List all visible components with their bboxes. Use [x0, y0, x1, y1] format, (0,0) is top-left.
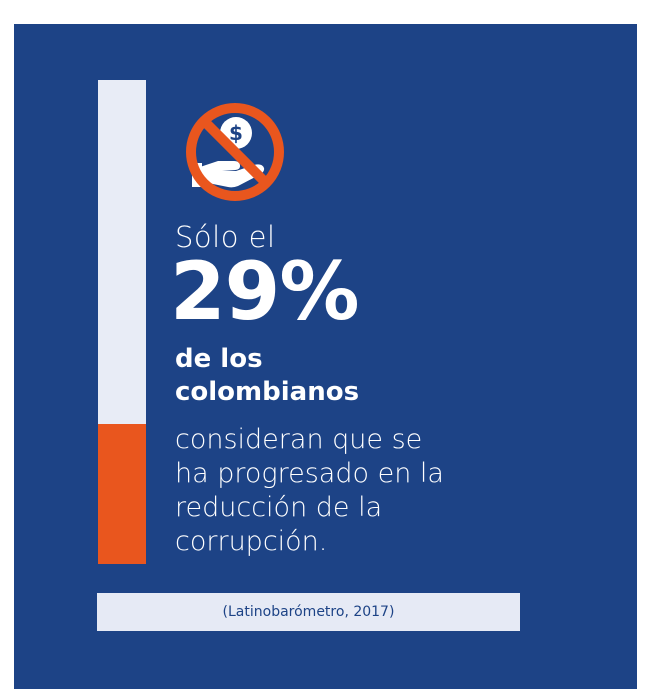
statement-line: corrupción.: [175, 526, 328, 557]
subject-text: de los colombianos: [175, 343, 359, 409]
statement-line: ha progresado en la: [175, 458, 444, 489]
percentage-value: 29%: [170, 245, 359, 338]
svg-text:$: $: [229, 121, 243, 145]
subject-line: colombianos: [175, 377, 360, 407]
percentage-bar: [98, 80, 146, 564]
percentage-bar-fill: [98, 423, 146, 564]
no-bribe-icon: $: [178, 95, 292, 209]
source-citation: (Latinobarómetro, 2017): [97, 593, 520, 631]
lead-text: Sólo el: [175, 220, 276, 254]
statement-text: consideran que se ha progresado en la re…: [175, 423, 444, 559]
subject-line: de los: [175, 344, 263, 374]
statement-line: consideran que se: [175, 424, 423, 455]
statement-line: reducción de la: [175, 492, 383, 523]
